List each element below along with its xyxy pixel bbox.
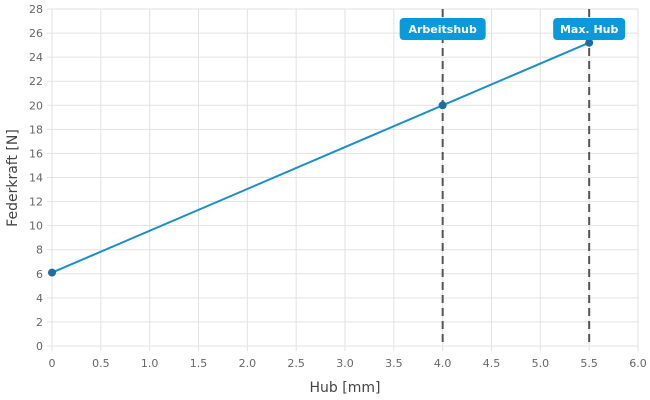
y-tick-label: 16 [29, 147, 43, 160]
y-tick-label: 10 [29, 220, 43, 233]
y-tick-label: 28 [29, 3, 43, 16]
x-tick-label: 3.0 [336, 357, 354, 370]
y-tick-label: 26 [29, 27, 43, 40]
marker-badges: Arbeitshub Max. Hub [399, 18, 626, 40]
y-tick-label: 24 [29, 51, 43, 64]
data-point [438, 101, 447, 110]
data-point [48, 268, 56, 277]
x-tick-label: 5.5 [580, 357, 598, 370]
x-tick-label: 4.5 [483, 357, 501, 370]
marker-badge [553, 18, 626, 40]
y-axis-title: Federkraft [N] [5, 129, 21, 227]
x-axis-ticks: 0 0.5 1.0 1.5 2.0 2.5 3.0 3.5 4.0 4.5 5.0 5.5 6.0 [49, 357, 647, 370]
y-tick-label: 14 [29, 172, 43, 185]
reference-markers [441, 9, 591, 346]
x-tick-label: 0.5 [92, 357, 110, 370]
y-tick-label: 4 [36, 292, 43, 305]
x-tick-label: 1.5 [190, 357, 208, 370]
y-tick-label: 20 [29, 99, 43, 112]
marker-badge-label: Max. Hub [560, 23, 619, 36]
y-tick-label: 18 [29, 123, 43, 136]
x-tick-label: 2.5 [287, 357, 305, 370]
x-tick-label: 6.0 [629, 357, 647, 370]
x-tick-label: 1.0 [141, 357, 159, 370]
x-tick-label: 4.0 [434, 357, 452, 370]
y-tick-label: 22 [29, 75, 43, 88]
grid [47, 8, 639, 351]
data-point [585, 38, 594, 47]
y-tick-label: 6 [36, 268, 43, 281]
y-tick-label: 8 [36, 244, 43, 257]
series-line [51, 41, 590, 274]
x-tick-label: 3.5 [385, 357, 403, 370]
y-tick-label: 12 [29, 196, 43, 209]
y-tick-label: 2 [36, 316, 43, 329]
y-tick-label: 0 [36, 340, 43, 353]
marker-badge-label: Arbeitshub [408, 23, 477, 36]
x-axis-title: Hub [mm] [310, 380, 381, 396]
series-group [48, 38, 594, 277]
marker-badge [399, 18, 486, 40]
x-tick-label: 0 [49, 357, 56, 370]
x-tick-label: 2.0 [239, 357, 257, 370]
x-tick-label: 5.0 [532, 357, 550, 370]
